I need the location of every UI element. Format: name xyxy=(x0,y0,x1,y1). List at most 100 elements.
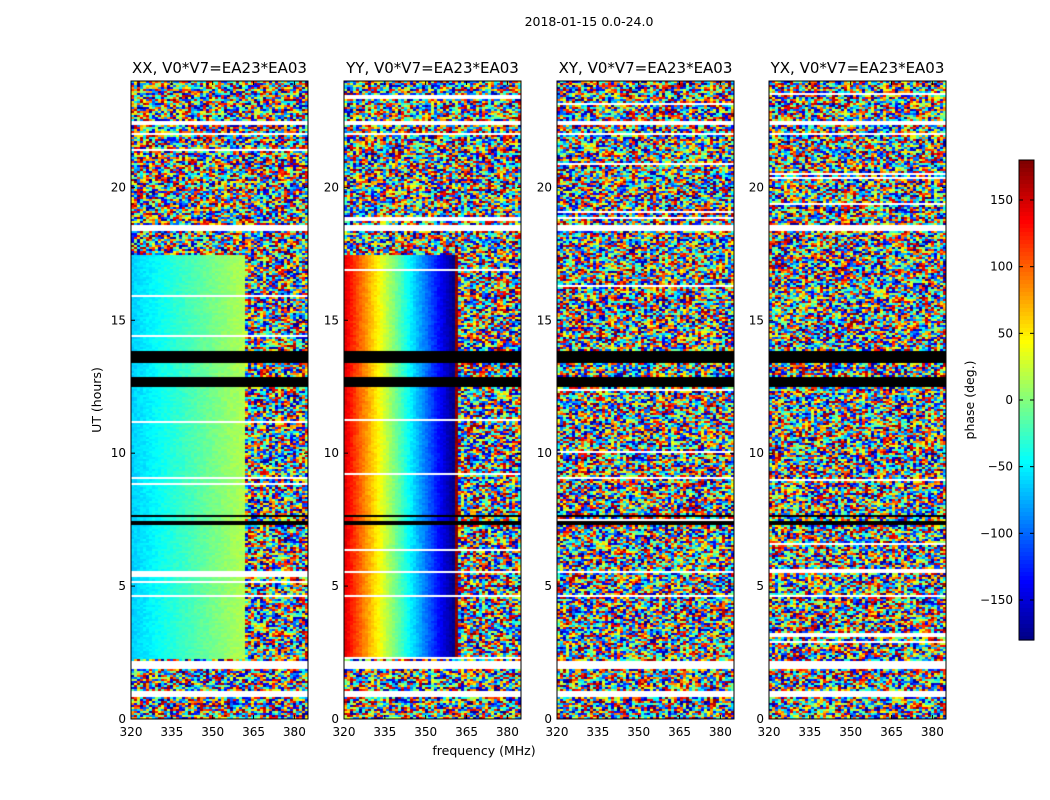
colorbar-tick-label-0: 150 xyxy=(990,193,1013,207)
heatmap-image-1 xyxy=(344,81,521,719)
colorbar-segment xyxy=(1019,356,1034,361)
y-tick-label-2-0: 0 xyxy=(544,712,552,726)
colorbar-segment xyxy=(1019,424,1034,429)
colorbar-segment xyxy=(1019,392,1034,397)
colorbar-segment xyxy=(1019,500,1034,505)
colorbar-segment xyxy=(1019,396,1034,401)
colorbar-segment xyxy=(1019,520,1034,525)
colorbar-segment xyxy=(1019,432,1034,437)
colorbar-segment xyxy=(1019,528,1034,533)
colorbar-segment xyxy=(1019,600,1034,605)
panel-frame-3 xyxy=(768,80,947,720)
x-tick-label-0-1: 335 xyxy=(160,725,183,739)
colorbar-segment xyxy=(1019,504,1034,509)
colorbar-segment xyxy=(1019,212,1034,217)
colorbar-segment xyxy=(1019,252,1034,257)
y-tick-label-3-4: 20 xyxy=(749,180,764,194)
colorbar-segment xyxy=(1019,480,1034,485)
colorbar-segment xyxy=(1019,352,1034,357)
x-tick-label-2-4: 380 xyxy=(709,725,732,739)
colorbar-segment xyxy=(1019,552,1034,557)
y-tick-label-2-3: 15 xyxy=(537,313,552,327)
colorbar-segment xyxy=(1019,604,1034,609)
colorbar-segment xyxy=(1019,512,1034,517)
colorbar-segment xyxy=(1019,608,1034,613)
colorbar-segment xyxy=(1019,616,1034,621)
y-tick-label-3-3: 15 xyxy=(749,313,764,327)
colorbar-segment xyxy=(1019,232,1034,237)
colorbar-segment xyxy=(1019,536,1034,541)
x-tick-label-1-1: 335 xyxy=(373,725,396,739)
colorbar-segment xyxy=(1019,632,1034,637)
colorbar-segment xyxy=(1019,236,1034,241)
heatmap-image-0 xyxy=(131,81,308,719)
colorbar-segment xyxy=(1019,564,1034,569)
colorbar-segment xyxy=(1019,216,1034,221)
x-tick-label-2-2: 350 xyxy=(627,725,650,739)
y-axis-label: UT (hours) xyxy=(89,367,104,433)
colorbar-segment xyxy=(1019,368,1034,373)
colorbar-label: phase (deg.) xyxy=(962,361,977,440)
colorbar-segment xyxy=(1019,292,1034,297)
y-tick-label-1-1: 5 xyxy=(331,579,339,593)
colorbar-segment xyxy=(1019,596,1034,601)
x-tick-label-1-2: 350 xyxy=(414,725,437,739)
panel-0: XX, V0*V7=EA23*EA03 320 335 350 365 380 0 5 10 15… xyxy=(111,59,309,739)
y-tick-label-1-4: 20 xyxy=(324,180,339,194)
x-tick-label-3-4: 380 xyxy=(921,725,944,739)
colorbar-segment xyxy=(1019,428,1034,433)
panel-title-3: YX, V0*V7=EA23*EA03 xyxy=(770,59,945,77)
x-axis-label: frequency (MHz) xyxy=(432,743,535,758)
panel-title-1: YY, V0*V7=EA23*EA03 xyxy=(345,59,519,77)
colorbar-segment xyxy=(1019,496,1034,501)
y-tick-label-1-2: 10 xyxy=(324,446,339,460)
colorbar-segment xyxy=(1019,176,1034,181)
colorbar-segment xyxy=(1019,408,1034,413)
x-tick-label-3-1: 335 xyxy=(798,725,821,739)
colorbar-segment xyxy=(1019,560,1034,565)
colorbar: 150 100 50 0 −50 −100 −150 xyxy=(980,159,1035,641)
y-tick-label-3-0: 0 xyxy=(756,712,764,726)
x-tick-label-3-2: 350 xyxy=(839,725,862,739)
colorbar-segment xyxy=(1019,184,1034,189)
colorbar-segment xyxy=(1019,300,1034,305)
colorbar-segment xyxy=(1019,592,1034,597)
colorbar-segment xyxy=(1019,440,1034,445)
colorbar-segment xyxy=(1019,484,1034,489)
panel-title-2: XY, V0*V7=EA23*EA03 xyxy=(559,59,733,77)
colorbar-segment xyxy=(1019,196,1034,201)
colorbar-segment xyxy=(1019,464,1034,469)
colorbar-segment xyxy=(1019,168,1034,173)
x-tick-label-0-4: 380 xyxy=(283,725,306,739)
colorbar-segment xyxy=(1019,272,1034,277)
colorbar-segment xyxy=(1019,208,1034,213)
colorbar-segment xyxy=(1019,400,1034,405)
colorbar-segment xyxy=(1019,476,1034,481)
colorbar-segment xyxy=(1019,332,1034,337)
colorbar-segment xyxy=(1019,456,1034,461)
colorbar-segment xyxy=(1019,280,1034,285)
y-tick-label-0-3: 15 xyxy=(111,313,126,327)
colorbar-segment xyxy=(1019,316,1034,321)
y-tick-label-3-1: 5 xyxy=(756,579,764,593)
y-tick-label-0-4: 20 xyxy=(111,180,126,194)
panel-2: XY, V0*V7=EA23*EA03 320 335 350 365 380 0 5 10 15… xyxy=(537,59,735,739)
colorbar-segment xyxy=(1019,416,1034,421)
colorbar-segment xyxy=(1019,324,1034,329)
y-tick-label-2-1: 5 xyxy=(544,579,552,593)
y-tick-label-3-2: 10 xyxy=(749,446,764,460)
colorbar-segment xyxy=(1019,188,1034,193)
colorbar-segment xyxy=(1019,220,1034,225)
colorbar-segment xyxy=(1019,556,1034,561)
panel-frame-0 xyxy=(130,80,309,720)
panels: XX, V0*V7=EA23*EA03 320 335 350 365 380 0 5 10 15… xyxy=(111,59,947,739)
colorbar-tick-label-3: 0 xyxy=(1005,393,1013,407)
y-tick-label-1-0: 0 xyxy=(331,712,339,726)
colorbar-segment xyxy=(1019,284,1034,289)
colorbar-segment xyxy=(1019,268,1034,273)
colorbar-segment xyxy=(1019,308,1034,313)
colorbar-segment xyxy=(1019,180,1034,185)
colorbar-segment xyxy=(1019,516,1034,521)
colorbar-segment xyxy=(1019,384,1034,389)
